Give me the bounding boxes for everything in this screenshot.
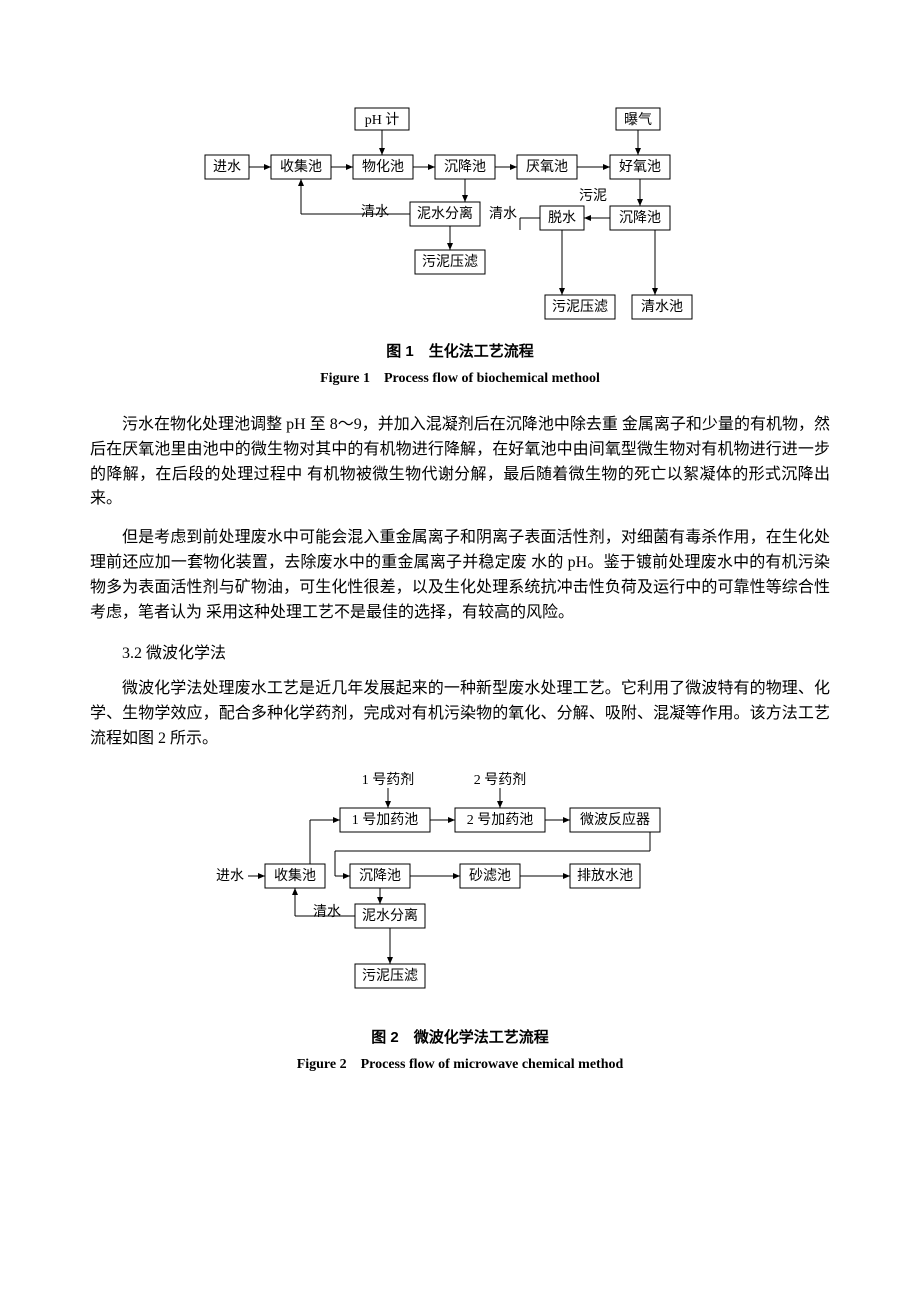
fig2-dose2: 2 号加药池	[467, 812, 534, 828]
fig1-sludgepress1: 污泥压滤	[422, 254, 478, 270]
figure-2-flowchart: 1 号药剂 2 号药剂 1 号加药池 2 号加药池 微波反应器 进水 收集池 沉…	[90, 766, 830, 1016]
fig2-caption-cn: 图 2 微波化学法工艺流程	[90, 1026, 830, 1047]
paragraph-3: 微波化学法处理废水工艺是近几年发展起来的一种新型废水处理工艺。它利用了微波特有的…	[90, 677, 830, 751]
fig2-clearwater: 清水	[313, 904, 341, 920]
fig1-mudsep: 泥水分离	[417, 205, 473, 222]
fig2-dose1: 1 号加药池	[352, 812, 419, 828]
fig1-ph: pH 计	[365, 112, 400, 128]
fig2-agent2: 2 号药剂	[474, 772, 527, 788]
fig2-discharge: 排放水池	[577, 868, 633, 884]
fig1-collect: 收集池	[280, 158, 322, 175]
fig1-aeration: 曝气	[624, 112, 652, 128]
fig2-sludgepress: 污泥压滤	[362, 968, 418, 984]
fig1-aerobic: 好氧池	[619, 159, 661, 175]
fig1-settle2: 沉降池	[619, 210, 661, 226]
fig2-caption-en: Figure 2 Process flow of microwave chemi…	[90, 1053, 830, 1073]
fig2-sandfilter: 砂滤池	[469, 868, 511, 884]
paragraph-2: 但是考虑到前处理废水中可能会混入重金属离子和阴离子表面活性剂，对细菌有毒杀作用，…	[90, 526, 830, 625]
fig1-inlet: 进水	[213, 159, 241, 175]
fig1-caption-cn: 图 1 生化法工艺流程	[90, 340, 830, 361]
fig2-microwave: 微波反应器	[580, 811, 650, 828]
fig1-sludgepress2: 污泥压滤	[552, 299, 608, 315]
fig2-agent1: 1 号药剂	[362, 772, 415, 788]
fig2-mudsep: 泥水分离	[362, 907, 418, 924]
fig1-sludge: 污泥	[579, 188, 607, 204]
section-heading-3-2: 3.2 微波化学法	[90, 639, 830, 663]
fig2-collect: 收集池	[274, 867, 316, 884]
fig1-settle: 沉降池	[444, 159, 486, 175]
figure-1-flowchart: pH 计 曝气 进水 收集池 物化池 沉降池 厌氧池 好氧池 清水 泥水分离 清…	[90, 100, 830, 330]
fig1-dewater: 脱水	[548, 210, 576, 226]
paragraph-1: 污水在物化处理池调整 pH 至 8～9，并加入混凝剂后在沉降池中除去重 金属离子…	[90, 413, 830, 512]
fig1-clearwater2: 清水	[489, 206, 517, 222]
fig1-clearpool: 清水池	[641, 299, 683, 315]
fig1-clearwater: 清水	[361, 204, 389, 220]
fig1-physchem: 物化池	[362, 159, 404, 175]
fig2-inlet: 进水	[216, 868, 244, 884]
fig2-settle: 沉降池	[359, 868, 401, 884]
fig1-anoxic: 厌氧池	[526, 159, 568, 175]
fig1-caption-en: Figure 1 Process flow of biochemical met…	[90, 367, 830, 387]
